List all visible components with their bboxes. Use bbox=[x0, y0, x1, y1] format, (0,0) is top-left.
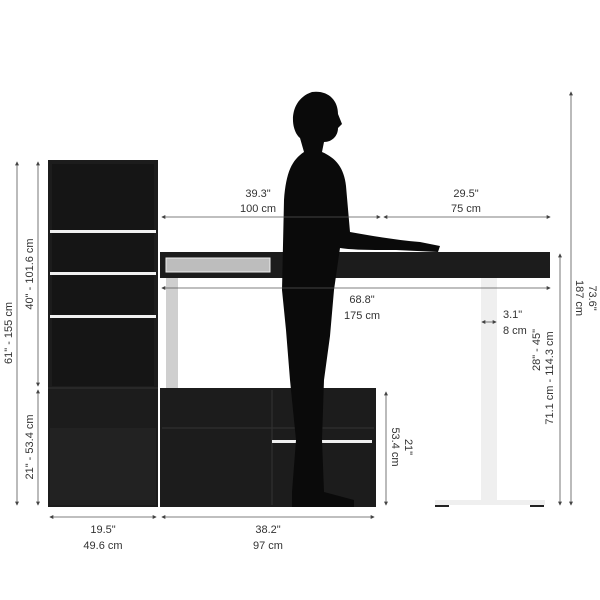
desk-depth-cm: 75 cm bbox=[451, 203, 481, 215]
bookcase-total-height-label: 61" - 155 cm bbox=[3, 302, 15, 364]
desk-height-cm: 71.1 cm - 114.3 cm bbox=[544, 331, 556, 424]
bookcase-upper-height-label: 40" - 101.6 cm bbox=[24, 238, 36, 309]
desk-height-in: 28" - 45" bbox=[531, 329, 543, 371]
person-height-cm: 187 cm bbox=[573, 280, 585, 316]
leg-width-in: 3.1" bbox=[503, 309, 522, 321]
dimension-lines bbox=[15, 91, 573, 519]
shelf bbox=[50, 315, 156, 318]
desk-width-cm: 175 cm bbox=[344, 310, 380, 322]
shelf bbox=[50, 272, 156, 275]
bookcase-lower-height-label: 21" - 53.4 cm bbox=[24, 414, 36, 479]
return-width-in: 39.3" bbox=[245, 188, 270, 200]
person-silhouette bbox=[282, 91, 440, 507]
bookcase-door bbox=[50, 428, 156, 505]
desk-foot bbox=[435, 500, 545, 505]
return-width-cm: 100 cm bbox=[240, 203, 276, 215]
bookcase-width-cm: 49.6 cm bbox=[83, 540, 122, 552]
storage-cabinet bbox=[160, 388, 376, 507]
bookcase-width-in: 19.5" bbox=[90, 524, 115, 536]
shelf bbox=[50, 230, 156, 233]
desk-width-in: 68.8" bbox=[349, 294, 374, 306]
desk-depth-in: 29.5" bbox=[453, 188, 478, 200]
person-height-in: 73.6" bbox=[586, 285, 598, 310]
cabinet-width-in: 38.2" bbox=[255, 524, 280, 536]
bookcase bbox=[48, 160, 158, 507]
desk-leg bbox=[481, 278, 497, 502]
desk bbox=[160, 252, 550, 507]
cabinet-width-cm: 97 cm bbox=[253, 540, 283, 552]
cabinet-height-cm: 53.4 cm bbox=[389, 427, 401, 466]
leg-width-cm: 8 cm bbox=[503, 325, 527, 337]
cabinet-height-in: 21" bbox=[402, 439, 414, 455]
